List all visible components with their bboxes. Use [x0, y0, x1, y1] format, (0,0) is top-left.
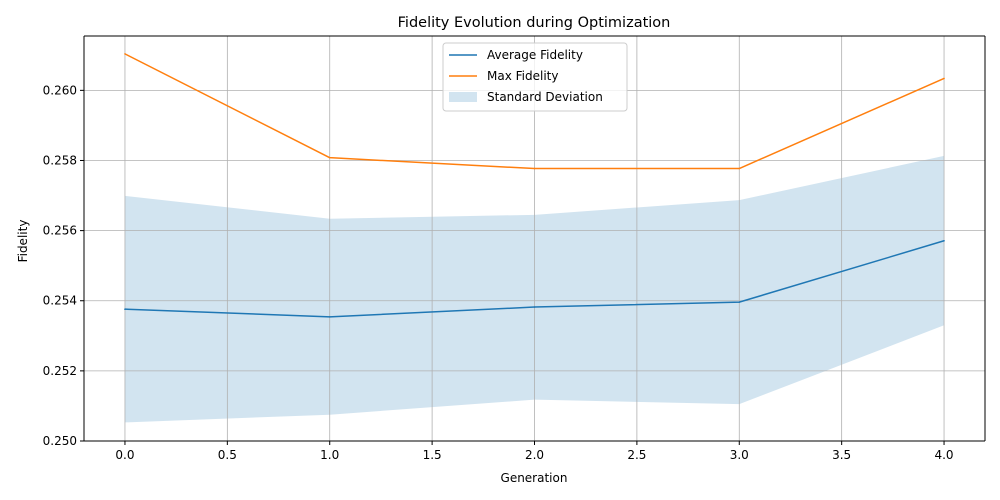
y-tick-label: 0.260: [43, 83, 77, 97]
x-tick-label: 3.0: [730, 448, 749, 462]
data-point-max-fidelity: [738, 167, 741, 170]
chart-title: Fidelity Evolution during Optimization: [398, 15, 671, 31]
x-tick-label: 1.0: [320, 448, 339, 462]
y-tick-label: 0.256: [43, 224, 77, 238]
data-point-average-fidelity: [943, 239, 945, 242]
x-tick-label: 0.0: [115, 448, 134, 462]
x-tick-label: 2.5: [627, 448, 646, 462]
data-point-average-fidelity: [328, 316, 331, 318]
x-tick-label: 2.0: [525, 448, 544, 462]
legend-swatch-standard-deviation: [449, 92, 477, 102]
line-layer: [124, 53, 945, 318]
y-tick-label: 0.258: [43, 153, 77, 167]
legend-label-max-fidelity: Max Fidelity: [487, 69, 558, 83]
x-tick-label: 1.5: [423, 448, 442, 462]
y-tick-label: 0.252: [43, 364, 77, 378]
legend-label-average-fidelity: Average Fidelity: [487, 48, 583, 62]
data-point-max-fidelity: [124, 53, 126, 55]
x-tick-label: 4.0: [934, 448, 953, 462]
data-point-average-fidelity: [124, 308, 126, 310]
data-point-average-fidelity: [533, 306, 536, 308]
data-point-max-fidelity: [943, 77, 945, 80]
x-axis-title: Generation: [501, 471, 568, 485]
legend: Average Fidelity Max Fidelity Standard D…: [442, 42, 628, 112]
legend-label-standard-deviation: Standard Deviation: [487, 90, 603, 104]
legend-frame: [442, 42, 628, 112]
tick-layer: 0.0 0.5 1.0 1.5 2.0 2.5 3.0 3.5 4.0 0.250 0.252 0.2…: [43, 83, 954, 462]
x-tick-label: 0.5: [218, 448, 237, 462]
data-point-max-fidelity: [328, 156, 331, 159]
y-axis-title: Fidelity: [16, 220, 30, 263]
x-tick-label: 3.5: [832, 448, 851, 462]
data-point-max-fidelity: [533, 167, 536, 170]
y-tick-label: 0.254: [43, 294, 77, 308]
data-point-average-fidelity: [738, 301, 741, 303]
y-tick-label: 0.250: [43, 434, 77, 448]
